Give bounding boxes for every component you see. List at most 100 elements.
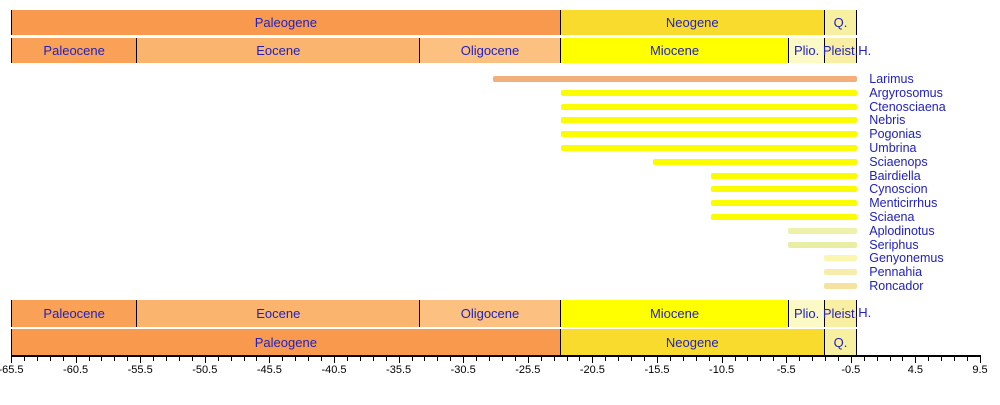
axis-minor-tick bbox=[902, 357, 904, 361]
epoch-label-pleist: Pleist. bbox=[822, 43, 859, 58]
axis-minor-tick bbox=[747, 357, 749, 361]
axis-minor-tick bbox=[876, 357, 878, 361]
epoch-label-plio: Plio. bbox=[793, 306, 820, 321]
taxon-bar-sciaenops bbox=[653, 158, 858, 165]
axis-minor-tick bbox=[863, 357, 865, 361]
axis-major-tick bbox=[269, 357, 271, 363]
taxon-bar-aplodinotus bbox=[788, 227, 858, 234]
taxon-label-ctenosciaena: Ctenosciaena bbox=[869, 99, 946, 114]
taxon-label-sciaenops: Sciaenops bbox=[869, 154, 928, 169]
axis-minor-tick bbox=[36, 357, 38, 361]
taxon-label-nebris: Nebris bbox=[869, 113, 906, 128]
taxon-label-genyonemus: Genyonemus bbox=[869, 251, 944, 266]
period-label-paleogene: Paleogene bbox=[254, 334, 317, 350]
axis-major-tick bbox=[592, 357, 594, 363]
period-row-top: Paleogene Neogene Q. bbox=[0, 10, 1000, 35]
axis-minor-tick bbox=[450, 357, 452, 361]
axis-minor-tick bbox=[346, 357, 348, 361]
axis-major-tick bbox=[398, 357, 400, 363]
taxon-label-roncador: Roncador bbox=[869, 279, 924, 293]
taxon-bar-bairdiella bbox=[711, 172, 858, 179]
axis-minor-tick bbox=[217, 357, 219, 361]
epoch-label-oligocene: Oligocene bbox=[460, 43, 520, 58]
axis-tick-label: -30.5 bbox=[450, 364, 476, 376]
taxon-label-bairdiella: Bairdiella bbox=[869, 168, 921, 183]
taxon-label-aplodinotus: Aplodinotus bbox=[869, 223, 935, 238]
period-label-neogene: Neogene bbox=[665, 15, 719, 30]
taxon-label-larimus: Larimus bbox=[869, 72, 914, 86]
taxon-bar-larimus bbox=[492, 76, 858, 82]
axis-minor-tick bbox=[773, 357, 775, 361]
axis-minor-tick bbox=[734, 357, 736, 361]
axis-tick-label: -15.5 bbox=[644, 364, 670, 376]
axis-minor-tick bbox=[489, 357, 491, 361]
axis-minor-tick bbox=[501, 357, 503, 361]
axis-minor-tick bbox=[812, 357, 814, 361]
epoch-cell-plio: Plio. bbox=[788, 38, 824, 63]
taxon-label-seriphus: Seriphus bbox=[869, 237, 919, 252]
axis-minor-tick bbox=[321, 357, 323, 361]
period-label-q: Q. bbox=[833, 334, 848, 350]
axis-minor-tick bbox=[928, 357, 930, 361]
taxon-bar-pennahia bbox=[823, 269, 858, 276]
epoch-cell-pleist: Pleist. bbox=[823, 300, 858, 327]
period-cell-neogene: Neogene bbox=[559, 329, 824, 355]
axis-tick-label: 9.5 bbox=[972, 364, 988, 376]
axis-minor-tick bbox=[889, 357, 891, 361]
axis-minor-tick bbox=[308, 357, 310, 361]
axis-tick-label: -65.5 bbox=[0, 364, 24, 376]
axis-major-tick bbox=[980, 357, 981, 363]
epoch-label-paleocene: Paleocene bbox=[43, 306, 105, 321]
axis-minor-tick bbox=[799, 357, 801, 361]
axis-minor-tick bbox=[23, 357, 25, 361]
axis-line bbox=[11, 355, 981, 357]
epoch-label-oligocene: Oligocene bbox=[460, 306, 520, 321]
epoch-cell-paleocene: Paleocene bbox=[11, 300, 137, 327]
taxon-label-pogonias: Pogonias bbox=[869, 127, 922, 142]
axis-tick-label: -60.5 bbox=[63, 364, 89, 376]
epoch-label-plio: Plio. bbox=[793, 43, 820, 58]
axis-tick-label: -55.5 bbox=[127, 364, 153, 376]
axis-minor-tick bbox=[191, 357, 193, 361]
epoch-label-eocene: Eocene bbox=[256, 306, 301, 321]
period-cell-q: Q. bbox=[823, 329, 858, 355]
axis-minor-tick bbox=[166, 357, 168, 361]
axis-major-tick bbox=[786, 357, 788, 363]
axis-minor-tick bbox=[101, 357, 103, 361]
taxon-label-pennahia: Pennahia bbox=[869, 265, 923, 280]
taxon-bar-genyonemus bbox=[823, 255, 858, 262]
axis-major-tick bbox=[657, 357, 658, 363]
taxon-label-argyrosomus: Argyrosomus bbox=[869, 85, 943, 100]
axis-minor-tick bbox=[153, 357, 155, 361]
axis-minor-tick bbox=[127, 357, 129, 361]
axis-major-tick bbox=[721, 357, 723, 363]
axis-minor-tick bbox=[579, 357, 581, 361]
epoch-cell-oligocene: Oligocene bbox=[419, 300, 560, 327]
axis-minor-tick bbox=[553, 357, 555, 361]
axis-major-tick bbox=[75, 357, 77, 363]
axis-minor-tick bbox=[282, 357, 284, 361]
axis-tick-label: -45.5 bbox=[256, 364, 282, 376]
axis-tick-label: -20.5 bbox=[579, 364, 605, 376]
taxon-label-umbrina: Umbrina bbox=[869, 141, 917, 155]
taxon-label-cynoscion: Cynoscion bbox=[869, 182, 928, 197]
axis-minor-tick bbox=[411, 357, 413, 361]
axis-minor-tick bbox=[669, 357, 671, 361]
taxon-bar-umbrina bbox=[561, 145, 858, 151]
axis-tick-label: -0.5 bbox=[841, 364, 861, 376]
axis-minor-tick bbox=[49, 357, 51, 361]
holocene-label: H. bbox=[858, 305, 872, 320]
taxon-bar-roncador bbox=[823, 283, 858, 289]
axis-minor-tick bbox=[605, 357, 607, 361]
epoch-row-top: Paleocene Eocene Oligocene Miocene Plio. Plei… bbox=[0, 38, 1000, 63]
axis-major-tick bbox=[915, 357, 917, 363]
epoch-row-bottom: Paleocene Eocene Oligocene Miocene Plio. Plei… bbox=[0, 300, 1000, 327]
axis-major-tick bbox=[850, 357, 852, 363]
axis-minor-tick bbox=[114, 357, 116, 361]
axis-tick-label: -50.5 bbox=[192, 364, 218, 376]
axis-minor-tick bbox=[967, 357, 969, 361]
epoch-label-eocene: Eocene bbox=[256, 43, 301, 58]
taxon-bar-argyrosomus bbox=[561, 89, 858, 96]
axis-minor-tick bbox=[295, 357, 297, 361]
